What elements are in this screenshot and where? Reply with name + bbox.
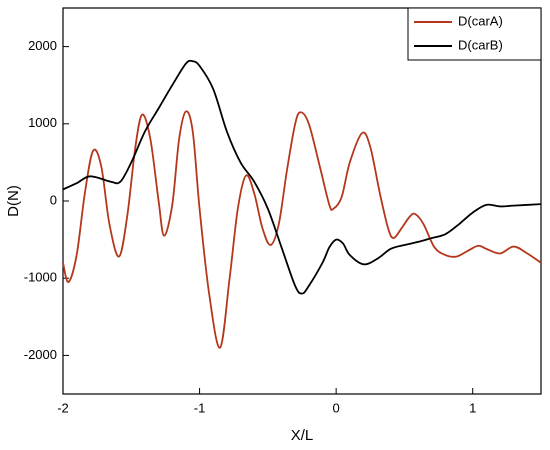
x-axis-label: X/L (291, 427, 314, 444)
x-tick-label: -2 (57, 400, 69, 415)
legend-label: D(carB) (458, 37, 503, 52)
legend-box (407, 7, 542, 61)
y-axis-label: D(N) (5, 185, 22, 217)
y-tick-label: 0 (50, 192, 57, 207)
data-line (62, 110, 542, 349)
legend-label: D(carA) (458, 13, 503, 28)
y-tick-label: 2000 (28, 38, 57, 53)
y-tick-label: -1000 (24, 270, 57, 285)
x-tick-label: 1 (469, 400, 476, 415)
x-tick-label: -1 (194, 400, 206, 415)
y-tick-label: 1000 (28, 115, 57, 130)
data-line (62, 59, 542, 295)
y-tick-label: -2000 (24, 347, 57, 362)
x-tick-label: 0 (333, 400, 340, 415)
plot-frame (62, 7, 542, 395)
